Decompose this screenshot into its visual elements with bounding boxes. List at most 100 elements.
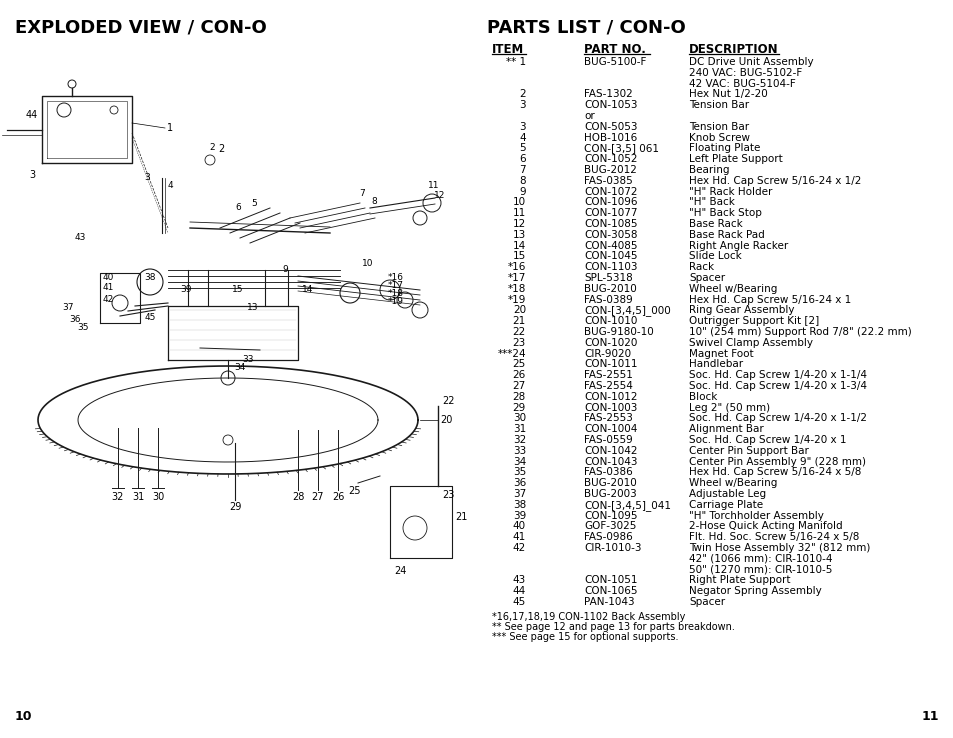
Text: FAS-2551: FAS-2551: [583, 370, 632, 380]
Text: 2: 2: [518, 89, 525, 100]
Text: PAN-1043: PAN-1043: [583, 597, 634, 607]
Text: CON-1103: CON-1103: [583, 262, 637, 272]
Text: 42: 42: [512, 543, 525, 553]
Text: 11: 11: [921, 710, 938, 723]
Text: "H" Back: "H" Back: [688, 197, 734, 207]
Text: Ring Gear Assembly: Ring Gear Assembly: [688, 306, 794, 315]
Text: CON-3058: CON-3058: [583, 230, 637, 240]
Text: 40: 40: [513, 522, 525, 531]
Text: 6: 6: [234, 204, 240, 213]
Text: DC Drive Unit Assembly: DC Drive Unit Assembly: [688, 57, 813, 67]
Text: 3: 3: [518, 100, 525, 110]
Text: 26: 26: [512, 370, 525, 380]
Text: 12: 12: [434, 191, 445, 201]
Text: 1: 1: [167, 123, 172, 133]
Text: 45: 45: [144, 314, 155, 323]
Text: 2: 2: [218, 144, 224, 154]
Text: *16,17,18,19 CON-1102 Back Assembly: *16,17,18,19 CON-1102 Back Assembly: [492, 612, 684, 622]
Text: EXPLODED VIEW / CON-O: EXPLODED VIEW / CON-O: [15, 18, 267, 36]
Text: 8: 8: [518, 176, 525, 186]
Text: Knob Screw: Knob Screw: [688, 133, 749, 142]
Text: CON-1020: CON-1020: [583, 338, 637, 348]
Text: 43: 43: [74, 233, 86, 243]
Text: 38: 38: [512, 500, 525, 510]
Text: Alignment Bar: Alignment Bar: [688, 424, 763, 434]
Text: 42 VAC: BUG-5104-F: 42 VAC: BUG-5104-F: [688, 79, 795, 89]
Text: Soc. Hd. Cap Screw 1/4-20 x 1: Soc. Hd. Cap Screw 1/4-20 x 1: [688, 435, 845, 445]
Text: 39: 39: [180, 286, 192, 294]
Text: Hex Hd. Cap Screw 5/16-24 x 1: Hex Hd. Cap Screw 5/16-24 x 1: [688, 294, 850, 305]
Text: CON-1051: CON-1051: [583, 576, 637, 585]
Text: CON-1012: CON-1012: [583, 392, 637, 401]
Text: 28: 28: [292, 492, 304, 502]
Text: FAS-0385: FAS-0385: [583, 176, 632, 186]
Text: 33: 33: [512, 446, 525, 456]
Text: *19: *19: [507, 294, 525, 305]
Text: Swivel Clamp Assembly: Swivel Clamp Assembly: [688, 338, 812, 348]
Text: FAS-0389: FAS-0389: [583, 294, 632, 305]
Text: *18: *18: [507, 284, 525, 294]
Text: PARTS LIST / CON-O: PARTS LIST / CON-O: [486, 18, 685, 36]
Text: CON-[3,4,5]_000: CON-[3,4,5]_000: [583, 306, 670, 317]
Text: CON-4085: CON-4085: [583, 241, 637, 251]
Text: 8: 8: [371, 198, 376, 207]
Text: 23: 23: [441, 490, 454, 500]
Text: CON-5053: CON-5053: [583, 122, 637, 132]
Text: 39: 39: [512, 511, 525, 520]
Text: 7: 7: [358, 188, 364, 198]
Text: 11: 11: [428, 182, 439, 190]
Text: 41: 41: [102, 283, 113, 292]
Text: 36: 36: [70, 316, 81, 325]
Text: CON-1096: CON-1096: [583, 197, 637, 207]
Text: SPL-5318: SPL-5318: [583, 273, 632, 283]
Text: 32: 32: [512, 435, 525, 445]
Text: 27: 27: [512, 381, 525, 391]
Text: 23: 23: [512, 338, 525, 348]
Text: *16: *16: [507, 262, 525, 272]
Text: 14: 14: [512, 241, 525, 251]
Text: 3: 3: [144, 173, 150, 182]
Text: Adjustable Leg: Adjustable Leg: [688, 489, 765, 499]
Text: 10" (254 mm) Support Rod 7/8" (22.2 mm): 10" (254 mm) Support Rod 7/8" (22.2 mm): [688, 327, 911, 337]
Text: Wheel w/Bearing: Wheel w/Bearing: [688, 284, 777, 294]
Text: 34: 34: [512, 457, 525, 466]
Text: 22: 22: [441, 396, 454, 406]
Text: FAS-0986: FAS-0986: [583, 532, 632, 542]
Text: FAS-2554: FAS-2554: [583, 381, 632, 391]
Text: 25: 25: [512, 359, 525, 370]
Text: Carriage Plate: Carriage Plate: [688, 500, 762, 510]
Text: 10: 10: [513, 197, 525, 207]
Text: 21: 21: [455, 512, 467, 522]
Text: CIR-1010-3: CIR-1010-3: [583, 543, 640, 553]
Text: 9: 9: [282, 266, 288, 275]
Text: 26: 26: [332, 492, 344, 502]
Text: 36: 36: [512, 478, 525, 489]
Text: 35: 35: [77, 323, 89, 333]
Text: CON-1085: CON-1085: [583, 219, 637, 229]
Text: 15: 15: [232, 286, 244, 294]
Text: CON-1043: CON-1043: [583, 457, 637, 466]
Text: CON-1010: CON-1010: [583, 316, 637, 326]
Text: ** See page 12 and page 13 for parts breakdown.: ** See page 12 and page 13 for parts bre…: [492, 622, 734, 632]
Text: 28: 28: [512, 392, 525, 401]
Text: Leg 2" (50 mm): Leg 2" (50 mm): [688, 403, 769, 413]
Text: 44: 44: [512, 586, 525, 596]
Text: 43: 43: [512, 576, 525, 585]
Text: CON-1011: CON-1011: [583, 359, 637, 370]
Text: 29: 29: [512, 403, 525, 413]
Text: 4: 4: [167, 182, 172, 190]
Text: Right Plate Support: Right Plate Support: [688, 576, 790, 585]
Text: 31: 31: [512, 424, 525, 434]
Text: 33: 33: [242, 356, 253, 365]
Text: Hex Hd. Cap Screw 5/16-24 x 1/2: Hex Hd. Cap Screw 5/16-24 x 1/2: [688, 176, 861, 186]
Text: *17: *17: [507, 273, 525, 283]
Text: 37: 37: [512, 489, 525, 499]
Text: 5: 5: [251, 199, 256, 207]
Text: BUG-2003: BUG-2003: [583, 489, 636, 499]
Text: Hex Hd. Cap Screw 5/16-24 x 5/8: Hex Hd. Cap Screw 5/16-24 x 5/8: [688, 467, 861, 477]
Text: 15: 15: [512, 252, 525, 261]
Text: PART NO.: PART NO.: [583, 43, 645, 56]
Text: CON-1045: CON-1045: [583, 252, 637, 261]
Text: FAS-0559: FAS-0559: [583, 435, 632, 445]
Text: 2: 2: [209, 143, 214, 153]
